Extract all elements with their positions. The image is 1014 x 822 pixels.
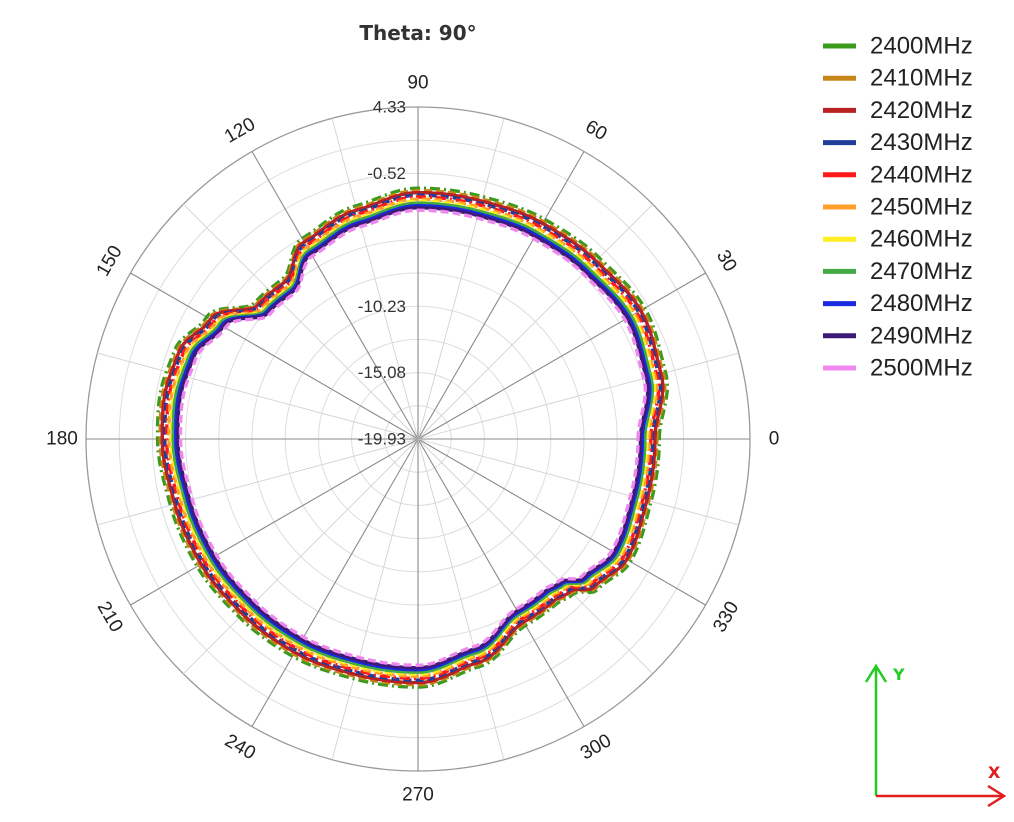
radial-tick-labels: 4.33 -0.52 -10.23 -15.08 -19.93 <box>358 98 406 449</box>
legend-entry: 2410MHz <box>870 65 973 92</box>
legend-entry: 2400MHz <box>870 33 973 60</box>
grid-spoke <box>182 438 419 675</box>
radial-tick-label: -10.23 <box>358 297 406 316</box>
grid-spoke <box>417 438 654 675</box>
radial-tick-label: -19.93 <box>358 430 406 449</box>
angle-tick-label: 0 <box>769 429 780 450</box>
angle-tick-label: 120 <box>221 114 259 148</box>
series-line <box>169 199 656 676</box>
angle-tick-label: 240 <box>221 730 259 764</box>
x-axis-label: X <box>988 763 1001 782</box>
angle-tick-label: 180 <box>46 429 78 450</box>
legend-entry: 2460MHz <box>870 226 973 253</box>
legend-entry: 2500MHz <box>870 355 973 382</box>
pattern-series <box>155 186 669 689</box>
grid-spoke <box>417 352 739 440</box>
grid-spoke <box>251 151 419 440</box>
legend-entry: 2470MHz <box>870 258 973 285</box>
series-line <box>174 204 652 672</box>
grid-spoke <box>417 438 706 606</box>
legend: 2400MHz 2410MHz 2420MHz 2430MHz 2440MHz 2450M… <box>823 33 973 382</box>
y-axis-arrowhead <box>864 663 888 683</box>
series-line <box>165 195 661 681</box>
grid-spoke <box>331 118 419 440</box>
series-line <box>167 197 658 678</box>
grid-spoke <box>417 118 505 440</box>
radial-tick-label: -0.52 <box>367 164 406 183</box>
legend-entry: 2420MHz <box>870 97 973 124</box>
x-axis-arrowhead <box>987 784 1007 808</box>
grid-spoke <box>417 151 585 440</box>
grid-spoke <box>97 352 419 440</box>
angle-tick-label: 90 <box>407 73 428 94</box>
grid-spoke <box>251 438 419 727</box>
legend-entry: 2490MHz <box>870 322 973 349</box>
legend-entry: 2450MHz <box>870 194 973 221</box>
angle-tick-label: 330 <box>709 598 743 636</box>
series-line <box>155 186 669 689</box>
grid-spoke <box>417 438 505 760</box>
grid-spoke <box>417 272 706 440</box>
series-line <box>160 191 665 685</box>
grid-spoke <box>130 272 419 440</box>
angle-tick-label: 60 <box>582 116 611 145</box>
grid-spoke <box>130 438 419 606</box>
angle-tick-label: 150 <box>93 242 127 280</box>
series-line <box>176 206 650 670</box>
grid-spoke <box>417 438 739 526</box>
grid-spoke <box>182 203 419 440</box>
chart-title: Theta: 90° <box>359 21 476 45</box>
grid-spoke <box>417 203 654 440</box>
legend-entry: 2430MHz <box>870 129 973 156</box>
polar-grid <box>85 106 751 772</box>
legend-entry: 2480MHz <box>870 290 973 317</box>
legend-entry: 2440MHz <box>870 161 973 188</box>
angle-tick-label: 30 <box>712 247 741 276</box>
angle-tick-label: 210 <box>93 598 127 636</box>
series-line <box>178 208 648 667</box>
grid-spoke <box>97 438 419 526</box>
angle-tick-label: 300 <box>577 730 615 764</box>
xy-axis-indicator: Y X <box>864 663 1007 808</box>
angle-tick-label: 270 <box>402 785 434 806</box>
grid-spoke <box>331 438 419 760</box>
series-line <box>171 201 655 674</box>
y-axis-label: Y <box>892 665 905 684</box>
grid-spoke <box>417 438 585 727</box>
radial-tick-label: -15.08 <box>358 363 406 382</box>
series-line <box>158 189 667 687</box>
radial-tick-label: 4.33 <box>373 98 406 117</box>
